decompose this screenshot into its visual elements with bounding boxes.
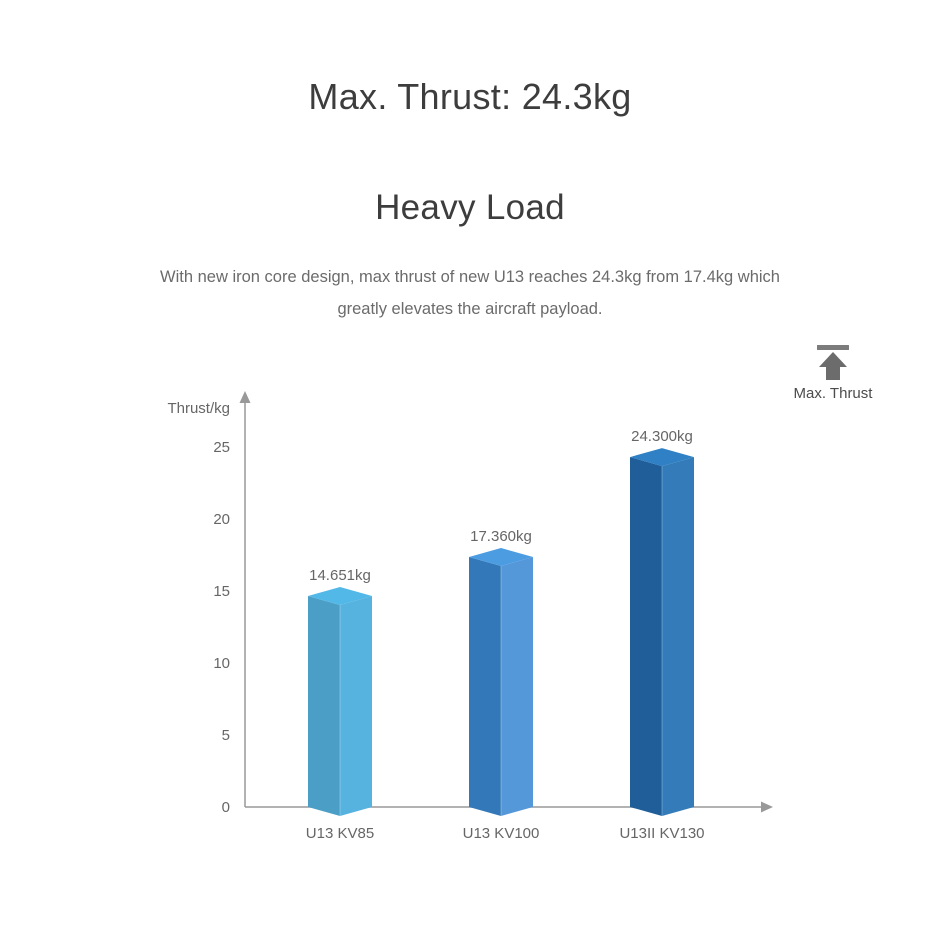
- bar-top-face: [469, 548, 533, 567]
- bar-right-face: [501, 557, 533, 816]
- page-subtitle: Heavy Load: [375, 188, 565, 227]
- bar-left-face: [308, 596, 340, 816]
- bar-value-label: 14.651kg: [309, 567, 371, 584]
- legend-max-thrust: Max. Thrust: [783, 344, 883, 402]
- x-axis-arrow: [761, 801, 773, 813]
- category-label: U13II KV130: [619, 825, 704, 842]
- bar-right-face: [340, 596, 372, 816]
- page-description-line: With new iron core design, max thrust of…: [160, 268, 780, 286]
- y-tick-label: 5: [222, 727, 230, 744]
- y-tick-label: 10: [213, 655, 230, 672]
- bar-left-face: [469, 557, 501, 816]
- y-axis-label: Thrust/kg: [167, 400, 230, 417]
- y-tick-label: 0: [222, 799, 230, 816]
- y-tick-label: 25: [213, 439, 230, 456]
- bar-value-label: 24.300kg: [631, 428, 693, 445]
- page-title: Max. Thrust: 24.3kg: [308, 76, 632, 117]
- up-arrow-with-bar-icon: [817, 345, 849, 380]
- y-axis-arrow: [239, 391, 251, 403]
- bar-right-face: [662, 457, 694, 816]
- category-label: U13 KV100: [463, 825, 540, 842]
- page-description-line: greatly elevates the aircraft payload.: [337, 300, 603, 318]
- y-tick-label: 20: [213, 511, 230, 528]
- bar-value-label: 17.360kg: [470, 528, 532, 545]
- bar-top-face: [308, 587, 372, 606]
- page-description: With new iron core design, max thrust of…: [0, 261, 940, 325]
- legend-label: Max. Thrust: [793, 385, 873, 402]
- bar-top-face: [630, 448, 694, 467]
- category-label: U13 KV85: [306, 825, 374, 842]
- y-tick-label: 15: [213, 583, 230, 600]
- bar-left-face: [630, 457, 662, 816]
